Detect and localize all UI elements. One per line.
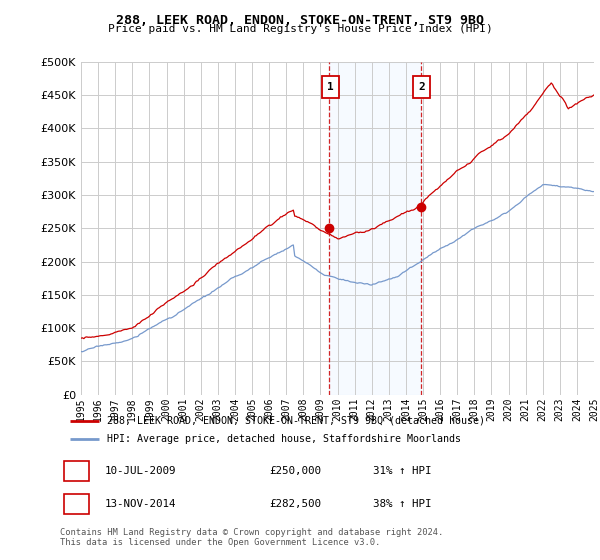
Text: 31% ↑ HPI: 31% ↑ HPI [373, 466, 432, 476]
FancyBboxPatch shape [64, 494, 89, 514]
Text: HPI: Average price, detached house, Staffordshire Moorlands: HPI: Average price, detached house, Staf… [107, 434, 461, 444]
FancyBboxPatch shape [322, 76, 339, 98]
Text: 38% ↑ HPI: 38% ↑ HPI [373, 499, 432, 509]
Text: 1: 1 [73, 466, 80, 476]
Text: 13-NOV-2014: 13-NOV-2014 [104, 499, 176, 509]
Text: 1: 1 [327, 82, 334, 92]
Text: £250,000: £250,000 [269, 466, 321, 476]
Text: 288, LEEK ROAD, ENDON, STOKE-ON-TRENT, ST9 9BQ: 288, LEEK ROAD, ENDON, STOKE-ON-TRENT, S… [116, 14, 484, 27]
Text: 10-JUL-2009: 10-JUL-2009 [104, 466, 176, 476]
Text: 2: 2 [73, 499, 80, 509]
FancyBboxPatch shape [64, 461, 89, 481]
FancyBboxPatch shape [413, 76, 430, 98]
Text: Price paid vs. HM Land Registry's House Price Index (HPI): Price paid vs. HM Land Registry's House … [107, 24, 493, 34]
Text: 288, LEEK ROAD, ENDON, STOKE-ON-TRENT, ST9 9BQ (detached house): 288, LEEK ROAD, ENDON, STOKE-ON-TRENT, S… [107, 416, 485, 426]
Text: 2: 2 [418, 82, 425, 92]
Text: Contains HM Land Registry data © Crown copyright and database right 2024.
This d: Contains HM Land Registry data © Crown c… [60, 528, 443, 547]
Bar [329, 62, 421, 395]
Text: £282,500: £282,500 [269, 499, 321, 509]
